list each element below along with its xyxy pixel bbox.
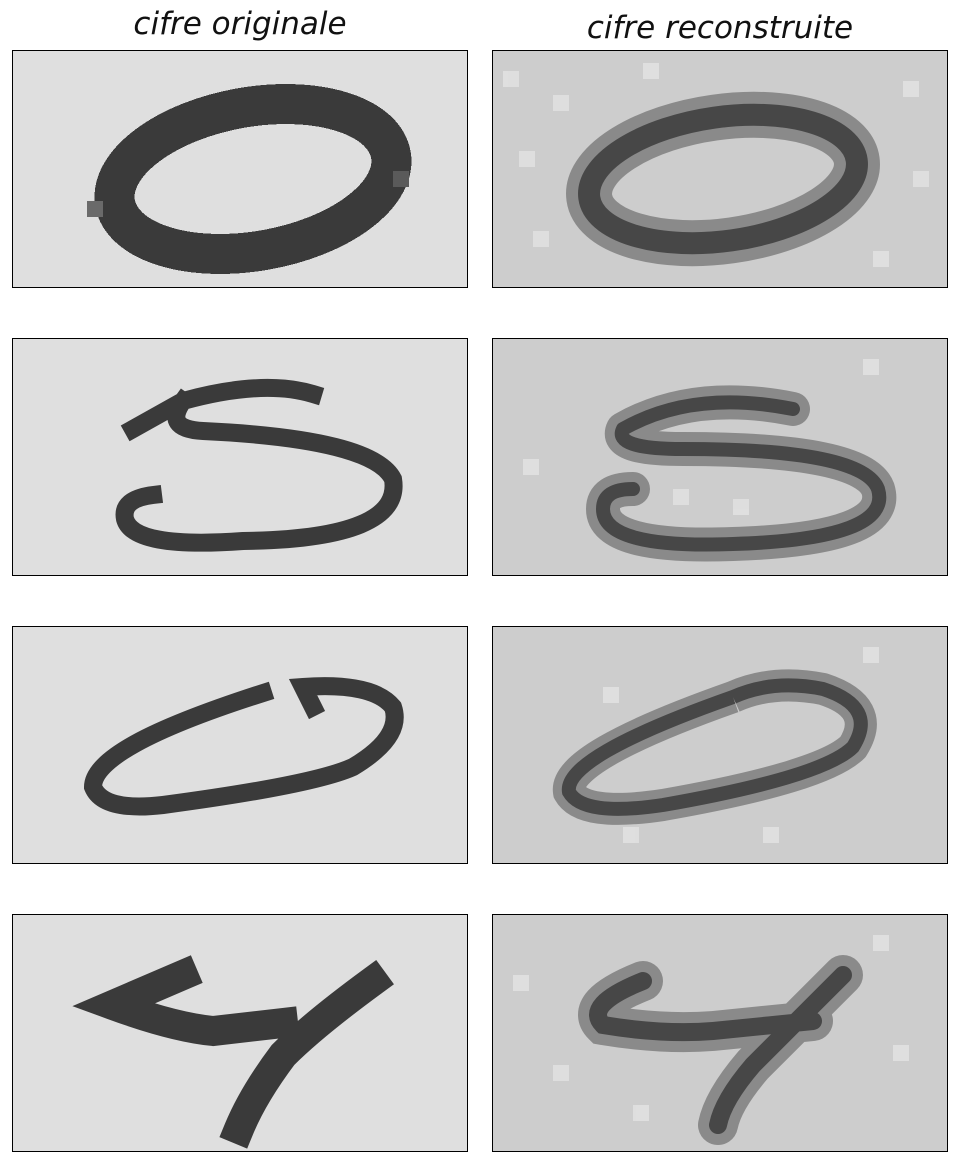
original-digit-0-panel <box>12 50 468 288</box>
original-digit-0-image <box>13 51 467 287</box>
reconstructed-digit-0-panel <box>492 50 948 288</box>
original-digit-0b-panel <box>12 626 468 864</box>
original-digit-5-panel <box>12 338 468 576</box>
original-digit-5-image <box>13 339 467 575</box>
original-digit-4-image <box>13 915 467 1151</box>
reconstructed-digit-5-image <box>493 339 947 575</box>
reconstructed-digit-5-panel <box>492 338 948 576</box>
reconstructed-digit-0b-image <box>493 627 947 863</box>
reconstructed-digit-0b-panel <box>492 626 948 864</box>
reconstructed-digit-4-panel <box>492 914 948 1152</box>
original-digit-0b-image <box>13 627 467 863</box>
reconstructed-digit-4-image <box>493 915 947 1151</box>
reconstructed-digits-header: cifre reconstruite <box>586 10 854 46</box>
original-digit-4-panel <box>12 914 468 1152</box>
original-digits-header: cifre originale <box>133 6 347 42</box>
reconstructed-digit-0-image <box>493 51 947 287</box>
